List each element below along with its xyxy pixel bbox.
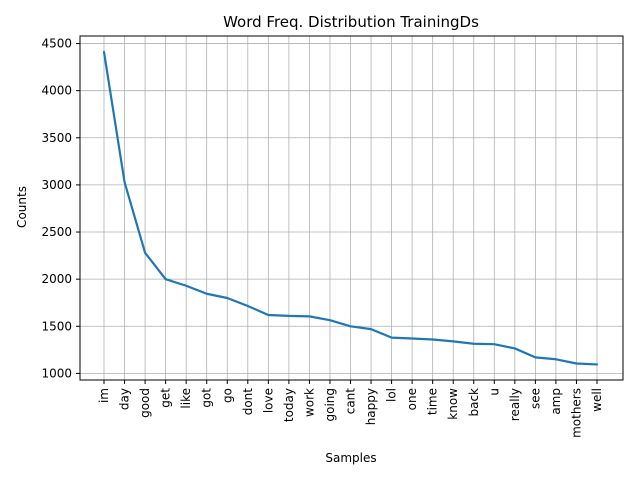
grid-lines (80, 36, 623, 380)
y-axis-ticks: 1000 1500 2000 2500 3000 3500 4000 4500 (41, 37, 80, 380)
x-tick-label: dont (241, 388, 255, 416)
x-tick-label: cant (344, 388, 358, 415)
x-tick-label: im (97, 388, 111, 403)
x-tick-label: amp (549, 388, 563, 415)
y-tick-label: 2000 (41, 272, 72, 286)
x-tick-label: happy (364, 388, 378, 425)
x-tick-label: know (446, 388, 460, 420)
y-tick-label: 3000 (41, 178, 72, 192)
y-tick-label: 2500 (41, 225, 72, 239)
x-tick-label: one (405, 388, 419, 410)
y-tick-label: 1000 (41, 366, 72, 380)
x-tick-label: back (467, 388, 481, 417)
x-tick-label: really (508, 388, 522, 421)
x-tick-label: day (118, 388, 132, 410)
y-tick-label: 4000 (41, 84, 72, 98)
x-tick-label: work (302, 388, 316, 417)
x-tick-label: good (138, 388, 152, 418)
y-tick-label: 1500 (41, 319, 72, 333)
x-tick-label: love (261, 388, 275, 413)
x-tick-label: mothers (569, 388, 583, 438)
x-tick-label: lol (385, 388, 399, 402)
x-tick-label: got (200, 388, 214, 408)
series-line (102, 50, 599, 366)
x-tick-label: go (220, 388, 234, 403)
x-tick-label: get (159, 388, 173, 408)
y-tick-label: 3500 (41, 131, 72, 145)
x-axis-label: Samples (325, 451, 376, 465)
x-axis-ticks: im day good get like got go dont love today work go… (97, 380, 604, 438)
x-tick-label: today (282, 388, 296, 422)
x-tick-label: like (179, 388, 193, 409)
y-axis-label: Counts (15, 186, 29, 228)
x-tick-label: going (323, 388, 337, 422)
x-tick-label: u (487, 388, 501, 396)
x-tick-label: see (528, 388, 542, 409)
x-tick-label: well (590, 388, 604, 412)
y-tick-label: 4500 (41, 37, 72, 51)
chart-title: Word Freq. Distribution TrainingDs (223, 13, 479, 31)
plot-frame (79, 35, 624, 381)
x-tick-label: time (426, 388, 440, 415)
